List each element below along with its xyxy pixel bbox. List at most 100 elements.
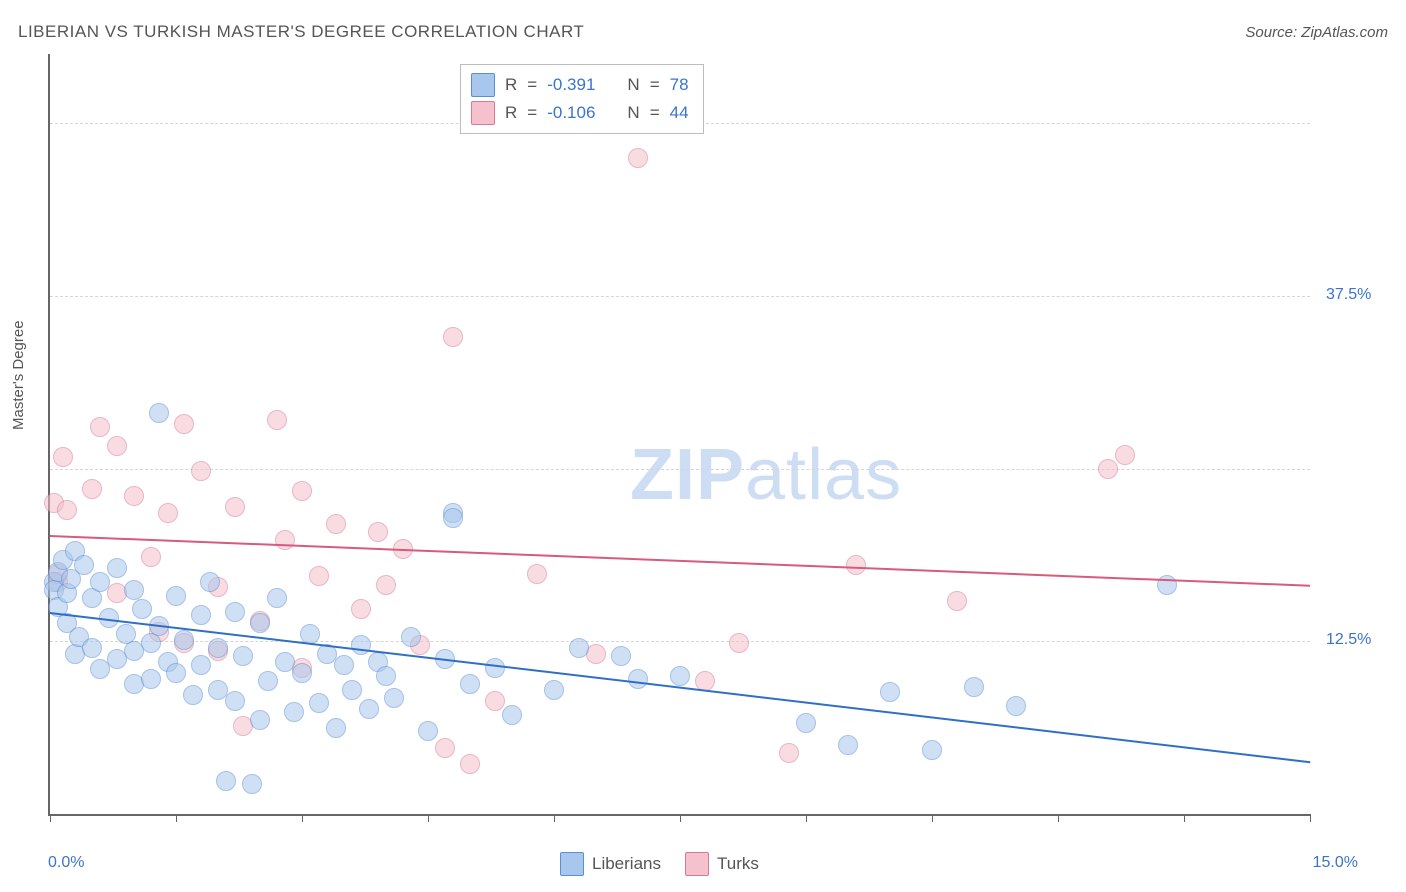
liberians-point	[460, 674, 480, 694]
stats-row-turks: R = -0.106 N = 44	[471, 99, 689, 127]
watermark-light: atlas	[745, 435, 902, 515]
liberians-point	[90, 572, 110, 592]
liberians-point	[351, 635, 371, 655]
liberians-point	[267, 588, 287, 608]
turks-point	[107, 436, 127, 456]
turks-point	[275, 530, 295, 550]
liberians-point	[401, 627, 421, 647]
legend-item-liberians: Liberians	[560, 852, 661, 876]
y-axis-label: Master's Degree	[10, 320, 27, 430]
liberians-point	[922, 740, 942, 760]
liberians-trendline	[50, 612, 1310, 763]
x-tick	[1310, 814, 1311, 822]
x-tick	[1184, 814, 1185, 822]
turks-point	[158, 503, 178, 523]
n-value-turks: 44	[670, 103, 689, 123]
turks-point	[57, 500, 77, 520]
turks-point	[309, 566, 329, 586]
liberians-point	[796, 713, 816, 733]
turks-point	[141, 547, 161, 567]
liberians-point	[569, 638, 589, 658]
x-tick	[50, 814, 51, 822]
turks-point	[628, 148, 648, 168]
x-tick	[806, 814, 807, 822]
liberians-point	[611, 646, 631, 666]
watermark-bold: ZIP	[630, 435, 745, 515]
stats-row-liberians: R = -0.391 N = 78	[471, 71, 689, 99]
eq: =	[527, 103, 537, 123]
n-label: N	[627, 103, 639, 123]
x-tick	[554, 814, 555, 822]
r-value-liberians: -0.391	[547, 75, 595, 95]
plot-area: ZIPatlas	[48, 54, 1310, 816]
liberians-point	[1157, 575, 1177, 595]
x-tick	[428, 814, 429, 822]
x-tick	[302, 814, 303, 822]
n-value-liberians: 78	[670, 75, 689, 95]
turks-point	[443, 327, 463, 347]
liberians-point	[334, 655, 354, 675]
liberians-point	[233, 646, 253, 666]
gridline	[50, 469, 1310, 470]
eq: =	[650, 75, 660, 95]
liberians-point	[124, 580, 144, 600]
eq: =	[527, 75, 537, 95]
turks-point	[729, 633, 749, 653]
turks-point	[174, 414, 194, 434]
r-value-turks: -0.106	[547, 103, 595, 123]
x-tick	[680, 814, 681, 822]
liberians-point	[670, 666, 690, 686]
liberians-point	[880, 682, 900, 702]
turks-point	[292, 481, 312, 501]
turks-point	[435, 738, 455, 758]
liberians-point	[443, 508, 463, 528]
liberians-point	[107, 558, 127, 578]
liberians-point	[292, 663, 312, 683]
turks-point	[376, 575, 396, 595]
turks-trendline	[50, 535, 1310, 587]
series-legend: Liberians Turks	[560, 852, 759, 876]
liberians-point	[149, 403, 169, 423]
turks-point	[1115, 445, 1135, 465]
legend-label-liberians: Liberians	[592, 854, 661, 874]
turks-point	[326, 514, 346, 534]
liberians-point	[502, 705, 522, 725]
turks-point	[368, 522, 388, 542]
turks-point	[267, 410, 287, 430]
source-name: ZipAtlas.com	[1301, 24, 1388, 41]
liberians-point	[342, 680, 362, 700]
liberians-point	[250, 710, 270, 730]
watermark: ZIPatlas	[630, 434, 902, 516]
liberians-point	[200, 572, 220, 592]
liberians-point	[141, 669, 161, 689]
turks-point	[527, 564, 547, 584]
liberians-point	[225, 602, 245, 622]
gridline	[50, 296, 1310, 297]
x-tick	[932, 814, 933, 822]
liberians-point	[418, 721, 438, 741]
liberians-point	[191, 655, 211, 675]
r-label: R	[505, 75, 517, 95]
liberians-point	[384, 688, 404, 708]
stats-legend: R = -0.391 N = 78 R = -0.106 N = 44	[460, 64, 704, 134]
turks-point	[191, 461, 211, 481]
liberians-point	[82, 638, 102, 658]
turks-point	[82, 479, 102, 499]
legend-label-turks: Turks	[717, 854, 759, 874]
eq: =	[650, 103, 660, 123]
turks-point	[53, 447, 73, 467]
liberians-point	[258, 671, 278, 691]
turks-point	[1098, 459, 1118, 479]
liberians-point	[838, 735, 858, 755]
liberians-point	[132, 599, 152, 619]
turks-point	[485, 691, 505, 711]
liberians-point	[1006, 696, 1026, 716]
turks-point	[90, 417, 110, 437]
turks-point	[460, 754, 480, 774]
chart-title: LIBERIAN VS TURKISH MASTER'S DEGREE CORR…	[18, 22, 584, 42]
gridline	[50, 641, 1310, 642]
x-tick	[176, 814, 177, 822]
y-tick-label: 12.5%	[1326, 631, 1371, 649]
x-tick-label-max: 15.0%	[1313, 854, 1358, 872]
turks-point	[124, 486, 144, 506]
